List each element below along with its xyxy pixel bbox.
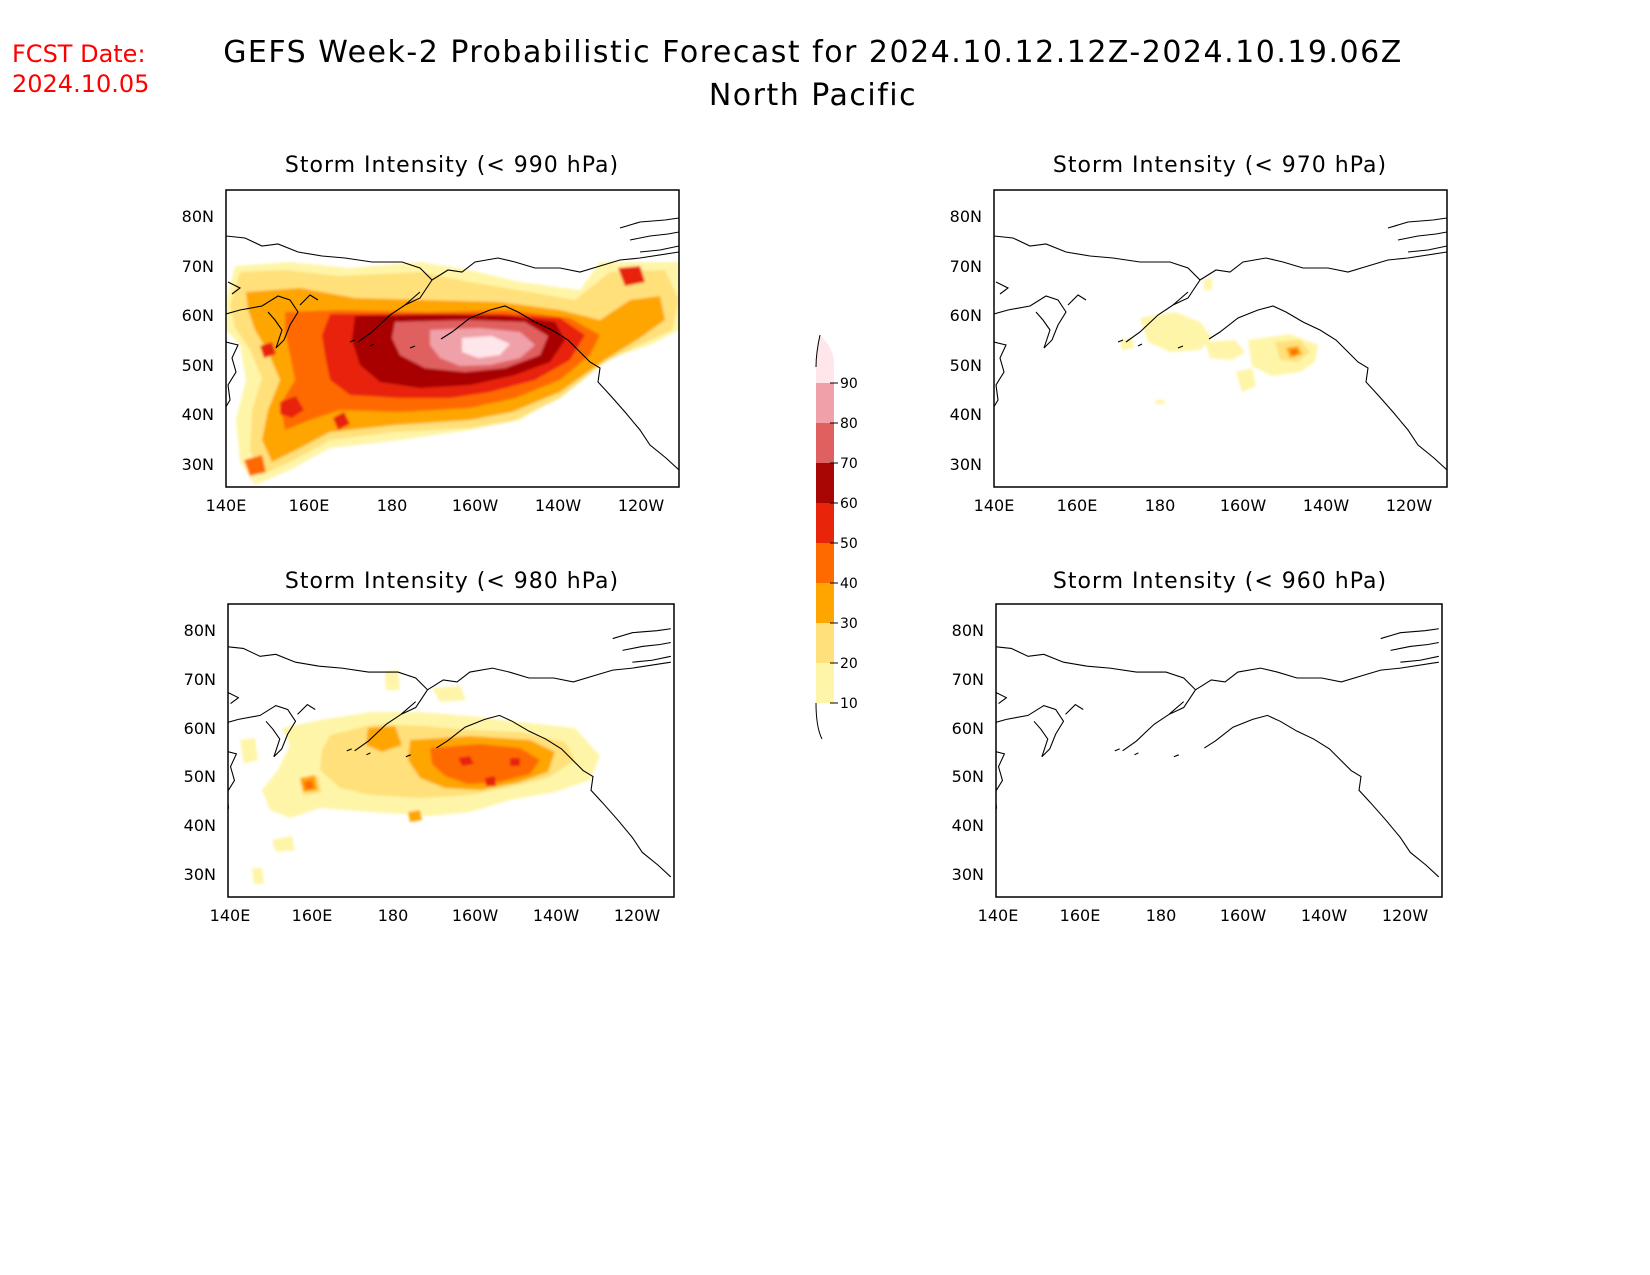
page-subtitle: North Pacific [709,78,917,113]
panel-title-990: Storm Intensity (< 990 hPa) [285,153,619,178]
lat-tick-label: 60N [950,306,982,325]
colorbar-swatch [816,583,834,623]
lon-tick-label: 160E [292,906,333,925]
colorbar-swatch [816,335,834,383]
lat-tick-label: 50N [184,767,216,786]
colorbar-label: 70 [840,456,858,472]
lon-tick-label: 140W [1301,906,1348,925]
colorbar-swatch [816,463,834,503]
lat-axis-970: 80N 70N 60N 50N 40N 30N [950,207,982,474]
colorbar-label: 30 [840,616,858,632]
lat-axis-990: 80N 70N 60N 50N 40N 30N [182,207,214,474]
colorbar-label: 40 [840,576,858,592]
colorbar-label: 80 [840,416,858,432]
probability-field-990 [226,262,679,485]
lon-tick-label: 140E [210,906,251,925]
lon-axis-990: 140E 160E 180 160W 140W 120W [206,496,665,515]
lat-tick-label: 80N [184,621,216,640]
lon-tick-label: 140W [535,496,582,515]
colorbar-swatch [816,383,834,423]
fcst-label: FCST Date: [12,40,146,68]
lon-axis-960: 140E 160E 180 160W 140W 120W [978,906,1429,925]
coastline-990 [226,217,679,471]
colorbar-swatch [816,503,834,543]
lat-tick-label: 50N [950,356,982,375]
panel-title-960: Storm Intensity (< 960 hPa) [1053,569,1387,594]
colorbar-label: 10 [840,696,858,712]
lon-tick-label: 160W [452,906,499,925]
lat-tick-label: 40N [184,816,216,835]
lon-tick-label: 160W [1220,906,1267,925]
colorbar-label: 90 [840,376,858,392]
lat-tick-label: 40N [950,405,982,424]
fcst-date: 2024.10.05 [12,70,149,98]
colorbar-swatch [816,543,834,583]
panel-frame [993,189,1448,488]
colorbar-swatch [816,423,834,463]
lon-tick-label: 160W [1220,496,1267,515]
lon-tick-label: 180 [1146,906,1177,925]
lat-tick-label: 70N [952,670,984,689]
lat-tick-label: 30N [952,865,984,884]
lon-tick-label: 180 [378,906,409,925]
lon-tick-label: 120W [1386,496,1433,515]
lon-tick-label: 140E [978,906,1019,925]
colorbar-outline [815,334,823,740]
page-title: GEFS Week-2 Probabilistic Forecast for 2… [223,35,1403,70]
lat-tick-label: 80N [182,207,214,226]
lat-tick-label: 60N [182,306,214,325]
lon-tick-label: 140E [974,496,1015,515]
lon-tick-label: 120W [618,496,665,515]
colorbar-legend: 10 20 30 40 50 60 70 80 90 [815,334,858,740]
lon-axis-970: 140E 160E 180 160W 140W 120W [974,496,1433,515]
lat-tick-label: 40N [952,816,984,835]
colorbar-label: 20 [840,656,858,672]
lat-tick-label: 40N [182,405,214,424]
lon-tick-label: 140W [1303,496,1350,515]
map-panel-990: 80N 70N 60N 50N 40N 30N 140E 160E 180 16… [182,189,680,515]
lat-tick-label: 30N [950,455,982,474]
colorbar-label: 60 [840,496,858,512]
lat-tick-label: 80N [950,207,982,226]
panel-title-970: Storm Intensity (< 970 hPa) [1053,153,1387,178]
lon-tick-label: 140E [206,496,247,515]
panel-frame [227,603,675,898]
lat-tick-label: 80N [952,621,984,640]
lat-tick-label: 60N [184,719,216,738]
lon-tick-label: 160W [452,496,499,515]
map-panel-970: 80N 70N 60N 50N 40N 30N 140E 160E 180 16… [950,189,1448,515]
lat-tick-label: 50N [952,767,984,786]
probability-field-970 [1120,278,1318,404]
lon-tick-label: 160E [1057,496,1098,515]
panel-frame [995,603,1443,898]
lon-tick-label: 160E [1060,906,1101,925]
probability-field-980 [240,670,600,884]
lon-tick-label: 160E [289,496,330,515]
lon-tick-label: 120W [614,906,661,925]
lat-tick-label: 50N [182,356,214,375]
lon-axis-980: 140E 160E 180 160W 140W 120W [210,906,661,925]
panel-frame [225,189,680,488]
lon-tick-label: 180 [1145,496,1176,515]
coastline-960 [996,628,1440,878]
panel-title-980: Storm Intensity (< 980 hPa) [285,569,619,594]
lat-tick-label: 70N [184,670,216,689]
map-panel-960: 80N 70N 60N 50N 40N 30N 140E 160E 180 16… [952,603,1443,925]
map-panel-980: 80N 70N 60N 50N 40N 30N 140E 160E 180 16… [184,603,675,925]
colorbar-swatch [816,663,834,703]
lat-axis-960: 80N 70N 60N 50N 40N 30N [952,621,984,884]
lat-tick-label: 70N [182,257,214,276]
lat-tick-label: 30N [184,865,216,884]
lat-axis-980: 80N 70N 60N 50N 40N 30N [184,621,216,884]
lat-tick-label: 30N [182,455,214,474]
lat-tick-label: 70N [950,257,982,276]
lon-tick-label: 180 [377,496,408,515]
colorbar-swatch [816,623,834,663]
lon-tick-label: 140W [533,906,580,925]
colorbar-label: 50 [840,536,858,552]
lat-tick-label: 60N [952,719,984,738]
lon-tick-label: 120W [1382,906,1429,925]
